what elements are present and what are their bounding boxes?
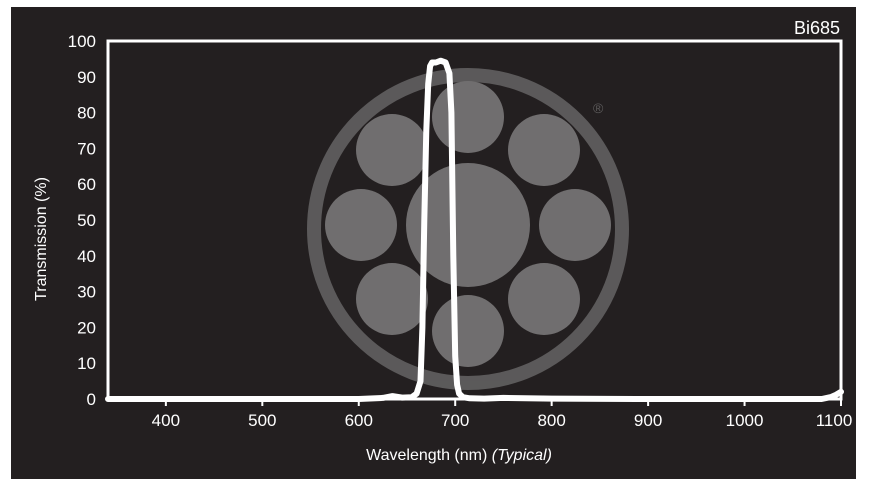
x-axis-title-note: (Typical) (492, 447, 552, 464)
watermark-registered-mark: ® (593, 100, 604, 116)
watermark-disc-bottom (432, 295, 504, 367)
watermark-disc-top (432, 81, 504, 153)
y-tick-label: 10 (77, 354, 96, 373)
y-tick-label: 30 (77, 283, 96, 302)
filter-name: Bi685 (794, 18, 840, 38)
x-tick-label: 500 (248, 411, 276, 430)
y-tick-label: 90 (77, 68, 96, 87)
x-tick-label: 600 (345, 411, 373, 430)
transmission-chart: ® 0 10 20 30 40 50 60 70 80 90 100 400 500 600 700 800… (33, 18, 853, 464)
x-tick-label: 1000 (726, 411, 764, 430)
y-tick-label: 60 (77, 175, 96, 194)
x-tick-label: 800 (537, 411, 565, 430)
y-tick-label: 0 (87, 390, 96, 409)
x-tick-label: 700 (441, 411, 469, 430)
watermark-outer-ring (307, 68, 629, 390)
y-tick-label: 80 (77, 104, 96, 123)
x-axis-title-main: Wavelength (nm) (366, 447, 487, 464)
y-tick-label: 40 (77, 247, 96, 266)
watermark-disc-right (539, 189, 611, 261)
x-tick-label: 900 (634, 411, 662, 430)
y-tick-label: 70 (77, 139, 96, 158)
y-tick-label: 50 (77, 211, 96, 230)
x-axis-ticks: 400 500 600 700 800 900 1000 1100 (152, 400, 853, 430)
watermark-center-disc (406, 163, 530, 287)
watermark-logo: ® (307, 68, 629, 390)
y-axis-ticks: 0 10 20 30 40 50 60 70 80 90 100 (68, 32, 96, 409)
watermark-disc-bottom-right (508, 263, 580, 335)
watermark-disc-top-left (356, 114, 428, 186)
x-tick-label: 1100 (816, 411, 853, 430)
x-axis-title: Wavelength (nm) (Typical) (366, 447, 552, 464)
watermark-disc-bottom-left (356, 263, 428, 335)
x-tick-label: 400 (152, 411, 180, 430)
y-axis-title: Transmission (%) (33, 177, 50, 301)
chart-panel: ® 0 10 20 30 40 50 60 70 80 90 100 400 500 600 700 800… (11, 7, 856, 479)
watermark-disc-top-right (508, 114, 580, 186)
series-line-bi685 (105, 57, 844, 402)
y-tick-label: 20 (77, 318, 96, 337)
y-tick-label: 100 (68, 32, 96, 51)
watermark-disc-left (325, 189, 397, 261)
